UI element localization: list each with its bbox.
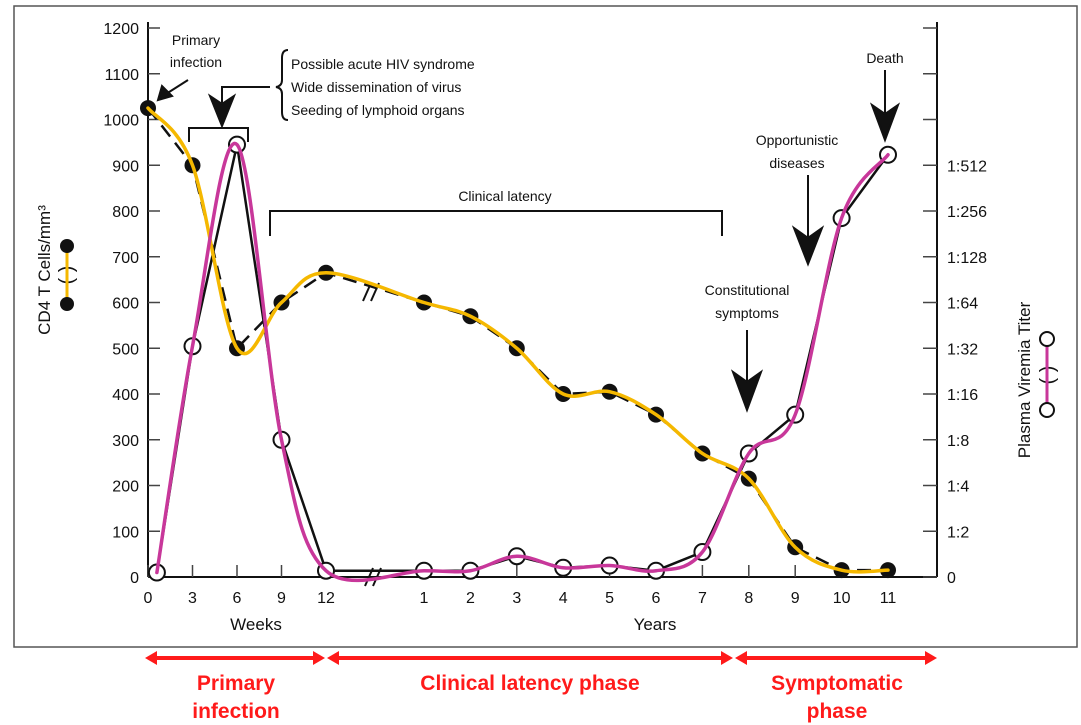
right-tick-label: 1:8 [947, 433, 969, 450]
annotation-labels: Primary infection Possible acute HIV syn… [170, 32, 904, 321]
clinical-latency-label: Clinical latency [458, 188, 551, 204]
left-tick-label: 200 [112, 479, 139, 496]
primary-infection-arrow [165, 79, 189, 95]
death-label: Death [866, 50, 903, 66]
viremia-line [155, 144, 890, 573]
right-tick-label: 1:16 [947, 387, 978, 404]
constitutional-label: Constitutional [705, 282, 790, 298]
right-legend: ( ) [1037, 331, 1059, 418]
primary-infection-label: infection [170, 54, 222, 70]
right-tick-label: 0 [947, 570, 956, 587]
legend-viremia-marker [1039, 331, 1055, 347]
x-tick-label: 1 [420, 590, 429, 607]
x-tick-label: 3 [188, 590, 197, 607]
phase-latency-label: Clinical latency phase [420, 672, 639, 695]
left-tick-label: 1000 [103, 113, 139, 130]
phase-symptomatic-arrow [735, 651, 937, 665]
x-tick-label: 9 [791, 590, 800, 607]
acute-bracket [188, 127, 249, 142]
acute-label: Seeding of lymphoid organs [291, 102, 465, 118]
axis-titles: CD4 T Cells/mm³ Plasma Viremia Titer Wee… [35, 205, 1034, 634]
x-tick-label: 6 [652, 590, 661, 607]
right-tick-label: 1:4 [947, 479, 969, 496]
opportunistic-label: Opportunistic [756, 132, 838, 148]
left-tick-label: 0 [130, 570, 139, 587]
right-tick-label: 1:2 [947, 524, 969, 541]
x-tick-label: 6 [233, 590, 242, 607]
acute-label: Wide dissemination of virus [291, 79, 461, 95]
plot-area [140, 100, 897, 583]
x-tick-label: 11 [880, 590, 897, 607]
left-tick-label: 100 [112, 524, 139, 541]
phase-symptomatic-label: Symptomatic [771, 672, 903, 695]
left-tick-label: 1200 [103, 21, 139, 38]
x-tick-label: 3 [512, 590, 521, 607]
years-label: Years [634, 615, 677, 634]
constitutional-label: symptoms [715, 305, 779, 321]
left-tick-label: 1100 [105, 67, 140, 84]
x-tick-label: 8 [744, 590, 753, 607]
right-tick-label: 1:32 [947, 341, 978, 358]
x-tick-label: 0 [144, 590, 153, 607]
left-tick-label: 400 [112, 387, 139, 404]
x-tick-label: 9 [277, 590, 286, 607]
annotations [156, 49, 901, 413]
left-tick-label: 900 [112, 158, 139, 175]
figure-frame [13, 5, 1078, 648]
left-tick-label: 600 [112, 296, 139, 313]
phase-bar: Primary infection Clinical latency phase… [145, 651, 937, 723]
x-tick-label: 10 [833, 590, 851, 607]
x-tick-label: 4 [559, 590, 568, 607]
acute-label: Possible acute HIV syndrome [291, 56, 475, 72]
left-legend: ( ) [56, 239, 78, 311]
left-tick-label: 700 [112, 250, 139, 267]
x-tick-label: 5 [605, 590, 614, 607]
right-tick-label: 1:512 [947, 158, 987, 175]
primary-infection-arrowhead [156, 84, 174, 102]
x-tick-label: 7 [698, 590, 707, 607]
death-arrowhead [869, 102, 901, 143]
cd4-smooth-curve [146, 106, 890, 574]
x-tick-label: 2 [466, 590, 475, 607]
acute-arrowhead [207, 93, 237, 129]
phase-primary-arrow [145, 651, 325, 665]
legend-viremia-marker [1039, 402, 1055, 418]
left-axis-title: CD4 T Cells/mm³ [35, 205, 54, 335]
primary-infection-label: Primary [172, 32, 220, 48]
acute-brace [275, 49, 289, 121]
phase-primary-label: infection [192, 700, 280, 723]
right-axis-title: Plasma Viremia Titer [1015, 301, 1034, 458]
viremia-smooth-curve [155, 141, 890, 583]
left-tick-label: 500 [112, 341, 139, 358]
right-tick-label: 1:256 [947, 204, 987, 221]
right-tick-label: 1:64 [947, 296, 978, 313]
phase-primary-label: Primary [197, 672, 276, 695]
left-tick-label: 300 [112, 433, 139, 450]
opportunistic-label: diseases [769, 155, 824, 171]
weeks-label: Weeks [230, 615, 282, 634]
constitutional-arrowhead [730, 369, 764, 413]
clinical-latency-bracket [269, 210, 723, 236]
legend-cd4-marker [60, 239, 74, 253]
right-tick-label: 1:128 [947, 250, 987, 267]
axes: 0100200300400500600700800900100011001200… [103, 21, 987, 607]
opportunistic-arrowhead [791, 225, 825, 267]
phase-symptomatic-label: phase [807, 700, 868, 723]
left-tick-label: 800 [112, 204, 139, 221]
legend-cd4-marker [60, 297, 74, 311]
x-tick-label: 12 [317, 590, 335, 607]
phase-latency-arrow [327, 651, 733, 665]
